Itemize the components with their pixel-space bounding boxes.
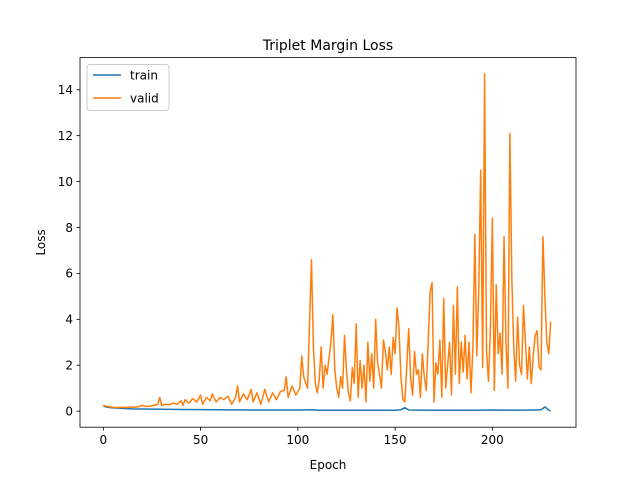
y-tick-label: 8 (65, 221, 73, 235)
x-tick-label: 0 (100, 433, 108, 447)
y-tick-label: 12 (58, 129, 73, 143)
y-tick-label: 4 (65, 313, 73, 327)
y-tick-label: 10 (58, 175, 73, 189)
series-layer (103, 72, 552, 412)
x-tick-label: 100 (286, 433, 309, 447)
chart-title: Triplet Margin Loss (262, 38, 393, 54)
y-tick-label: 2 (65, 359, 73, 373)
x-axis-label: Epoch (310, 458, 347, 472)
y-axis-label: Loss (34, 229, 48, 255)
y-tick-label: 14 (58, 83, 73, 97)
axes-layer: 0 50 100 150 200 0 2 4 6 8 10 12 14 (58, 57, 577, 447)
legend-label-valid: valid (130, 92, 159, 106)
x-tick-label: 50 (193, 433, 208, 447)
x-tick-label: 200 (481, 433, 504, 447)
axes-frame (79, 57, 577, 428)
legend-label-train: train (130, 69, 158, 83)
series-line-train (103, 405, 551, 412)
series-line-valid (103, 72, 552, 409)
legend: train valid (86, 64, 170, 111)
x-tick-label: 150 (384, 433, 407, 447)
y-tick-label: 6 (65, 267, 73, 281)
y-tick-label: 0 (65, 404, 73, 418)
legend-box (86, 64, 170, 111)
